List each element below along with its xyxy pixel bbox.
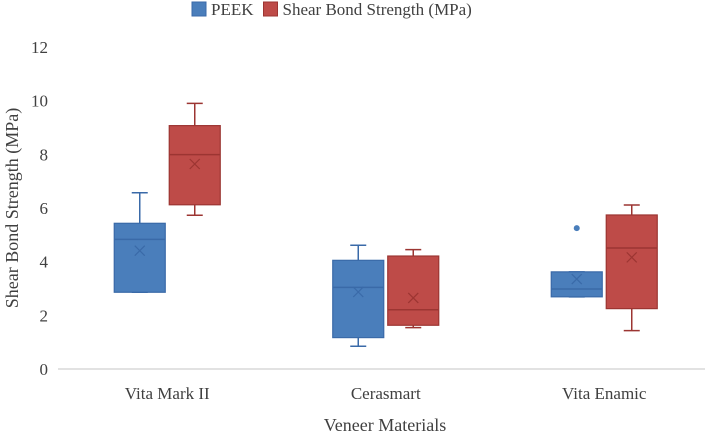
mean-marker bbox=[189, 158, 201, 170]
y-axis-title: Shear Bond Strength (MPa) bbox=[2, 108, 23, 308]
box-peek-vita-mark-ii bbox=[113, 191, 166, 294]
y-tick-label: 4 bbox=[40, 253, 49, 272]
outlier-point bbox=[573, 225, 580, 232]
box-shear-bond-strength-mpa--vita-mark-ii bbox=[168, 102, 221, 216]
y-axis: 0 2 4 6 8 10 12 bbox=[31, 38, 49, 379]
mean-marker bbox=[134, 245, 146, 257]
mean-marker bbox=[352, 286, 364, 298]
legend-label: PEEK bbox=[211, 0, 254, 19]
x-axis: Vita Mark II Cerasmart Vita Enamic bbox=[58, 368, 705, 403]
x-axis-title: Veneer Materials bbox=[324, 415, 446, 435]
y-tick-label: 0 bbox=[40, 360, 49, 379]
x-tick-label: Vita Mark II bbox=[125, 384, 210, 403]
box-peek-cerasmart bbox=[332, 244, 385, 347]
iqr-box bbox=[332, 259, 385, 339]
y-tick-label: 10 bbox=[31, 92, 48, 111]
box-peek-vita-enamic bbox=[550, 225, 603, 298]
y-tick-label: 2 bbox=[40, 306, 49, 325]
legend: PEEK Shear Bond Strength (MPa) bbox=[191, 0, 472, 19]
box-shear-bond-strength-mpa--cerasmart bbox=[387, 248, 440, 329]
plot-area bbox=[113, 102, 658, 347]
box-shear-bond-strength-mpa--vita-enamic bbox=[605, 204, 658, 332]
x-tick-label: Vita Enamic bbox=[562, 384, 647, 403]
y-tick-label: 6 bbox=[40, 199, 49, 218]
legend-label: Shear Bond Strength (MPa) bbox=[283, 0, 472, 19]
iqr-box bbox=[550, 271, 603, 298]
mean-marker bbox=[571, 273, 583, 285]
iqr-box bbox=[605, 214, 658, 310]
mean-marker bbox=[407, 292, 419, 304]
y-tick-label: 8 bbox=[40, 145, 49, 164]
legend-swatch bbox=[263, 1, 278, 17]
y-tick-label: 12 bbox=[31, 38, 48, 57]
iqr-box bbox=[387, 255, 440, 326]
iqr-box bbox=[113, 222, 166, 293]
iqr-box bbox=[168, 125, 221, 206]
x-tick-label: Cerasmart bbox=[351, 384, 421, 403]
mean-marker bbox=[626, 251, 638, 263]
legend-swatch bbox=[191, 1, 207, 17]
